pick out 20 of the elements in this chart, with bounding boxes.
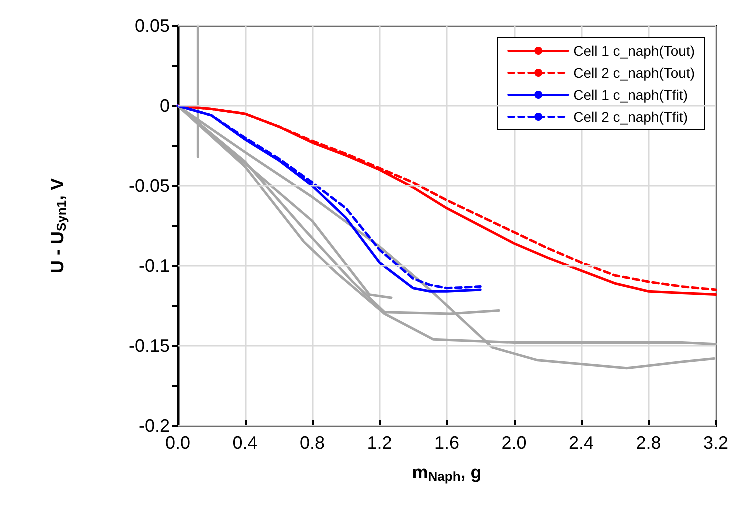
x-tick-label: 0.8 (300, 433, 326, 453)
y-tick-label: -0.1 (138, 256, 170, 276)
legend-label: Cell 2 c_naph(Tfit) (574, 109, 688, 125)
legend-label: Cell 1 c_naph(Tout) (574, 43, 696, 59)
legend-label: Cell 2 c_naph(Tout) (574, 65, 696, 81)
y-tick-label: -0.15 (128, 336, 170, 356)
y-tick-label: 0 (160, 96, 170, 116)
x-tick-label: 2.4 (568, 433, 594, 453)
y-axis-title: U - USyn1, V (48, 178, 69, 274)
y-tick-label: -0.2 (138, 416, 170, 436)
y-tick-label: 0.05 (134, 16, 170, 36)
x-tick-label: 1.6 (434, 433, 460, 453)
legend-label: Cell 1 c_naph(Tfit) (574, 87, 688, 103)
x-tick-label: 0.0 (165, 433, 191, 453)
x-tick-label: 3.2 (703, 433, 729, 453)
x-tick-label: 2.0 (502, 433, 527, 453)
x-tick-label: 2.8 (636, 433, 662, 453)
y-tick-label: -0.05 (128, 176, 170, 196)
x-tick-label: 1.2 (367, 433, 392, 453)
x-tick-label: 0.4 (232, 433, 258, 453)
